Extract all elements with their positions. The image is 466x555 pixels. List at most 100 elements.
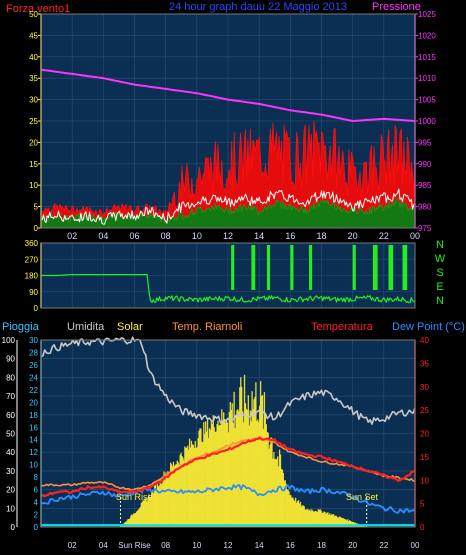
- legend-dewpoint: Dew Point (°C): [392, 321, 465, 333]
- wind-pressure-axes: 0510152025303540455097598098599099510001…: [29, 10, 436, 241]
- rain-tick-label: 90: [6, 355, 15, 364]
- time-tick-label: 14: [255, 541, 264, 550]
- right-tick-label: 1005: [418, 96, 436, 105]
- rain-tick-label: 50: [6, 430, 15, 439]
- humidity-tick-label: 22: [29, 386, 38, 395]
- humidity-tick-label: 20: [29, 398, 38, 407]
- direction-tick-label: 270: [25, 255, 39, 264]
- wind-direction-frame: [40, 242, 416, 309]
- humidity-tick-label: 12: [29, 448, 38, 457]
- humidity-tick-label: 14: [29, 436, 38, 445]
- left-tick-label: 10: [29, 181, 38, 190]
- time-tick-label: 22: [379, 541, 388, 550]
- time-tick-label: 18: [317, 541, 326, 550]
- direction-spike: [251, 245, 256, 290]
- time-tick-label: 00: [410, 231, 420, 241]
- time-tick-label: 00: [411, 541, 420, 550]
- direction-letter: S: [436, 267, 443, 279]
- time-tick-label: 22: [379, 231, 389, 241]
- direction-letter: W: [435, 253, 446, 265]
- right-tick-label: 1000: [418, 117, 436, 126]
- direction-tick-label: 90: [29, 288, 38, 297]
- legend-rain: Pioggia: [2, 321, 40, 333]
- time-tick-label: 08: [161, 541, 170, 550]
- humidity-series: [40, 336, 416, 426]
- direction-spike: [352, 245, 356, 290]
- pressure-series: [40, 68, 416, 122]
- rain-tick-label: 30: [6, 467, 15, 476]
- graph-title: 24 hour graph dauu 22 Maggio 2013: [169, 1, 347, 13]
- right-tick-label: 1025: [418, 10, 436, 19]
- humidity-tick-label: 8: [34, 473, 39, 482]
- direction-tick-label: 180: [25, 272, 39, 281]
- left-tick-label: 40: [29, 53, 38, 62]
- time-tick-label: 04: [99, 541, 108, 550]
- rain-tick-label: 70: [6, 392, 15, 401]
- direction-letter: E: [436, 281, 443, 293]
- right-tick-label: 975: [418, 224, 432, 233]
- temp-tick-label: 30: [420, 383, 429, 392]
- right-tick-label: 980: [418, 203, 432, 212]
- humidity-tick-label: 10: [29, 461, 38, 470]
- time-tick-label: 18: [316, 231, 326, 241]
- time-tick-label: 10: [192, 231, 202, 241]
- left-tick-label: 0: [34, 224, 39, 233]
- time-tick-label: 16: [285, 231, 295, 241]
- wind-direction-series: [41, 245, 416, 304]
- legend-temp-riarnoli: Temp. Riarnoli: [172, 321, 242, 333]
- right-tick-label: 1015: [418, 53, 436, 62]
- rain-tick-label: 80: [6, 373, 15, 382]
- wind-pressure-frame: [40, 13, 416, 229]
- rain-tick-label: 100: [2, 336, 16, 345]
- temp-tick-label: 25: [420, 406, 429, 415]
- humidity-tick-label: 24: [29, 373, 38, 382]
- sun-set-label: Sun Set: [346, 492, 379, 502]
- humidity-tick-label: 30: [29, 336, 38, 345]
- direction-spike: [266, 245, 271, 290]
- direction-series: [41, 274, 416, 304]
- humidity-tick-label: 28: [29, 348, 38, 357]
- wind-mean-series: [40, 188, 416, 225]
- humidity-tick-label: 26: [29, 361, 38, 370]
- time-tick-label: 10: [192, 541, 201, 550]
- time-tick-label: 20: [348, 231, 358, 241]
- left-tick-label: 45: [29, 31, 38, 40]
- legend-temperature: Temperatura: [311, 321, 374, 333]
- time-tick-label: 12: [223, 231, 233, 241]
- wind-base-series: [40, 198, 416, 228]
- time-tick-label: 16: [286, 541, 295, 550]
- direction-spike: [372, 245, 378, 290]
- humidity-tick-label: 0: [34, 523, 39, 532]
- wind-pressure-series: [40, 68, 416, 228]
- rain-tick-label: 60: [6, 411, 15, 420]
- temp-tick-label: 5: [420, 500, 425, 509]
- rain-tick-label: 0: [11, 523, 16, 532]
- right-tick-label: 985: [418, 181, 432, 190]
- wind-label: Forza vento1: [6, 3, 70, 15]
- direction-tick-label: 0: [34, 304, 39, 313]
- rain-tick-label: 10: [6, 504, 15, 513]
- time-tick-label: 14: [254, 231, 264, 241]
- left-tick-label: 30: [29, 96, 38, 105]
- left-tick-label: 25: [29, 117, 38, 126]
- direction-spike: [290, 245, 294, 290]
- left-tick-label: 35: [29, 74, 38, 83]
- time-tick-label: 06: [129, 231, 139, 241]
- direction-spike: [402, 245, 408, 290]
- pressure-label: Pressione: [372, 1, 421, 13]
- humidity-tick-label: 4: [34, 498, 39, 507]
- rain-tick-label: 20: [6, 486, 15, 495]
- direction-spike: [388, 245, 394, 290]
- time-tick-label: 02: [67, 231, 77, 241]
- right-tick-label: 995: [418, 138, 432, 147]
- right-tick-label: 1020: [418, 31, 436, 40]
- left-tick-label: 20: [29, 138, 38, 147]
- direction-letter: N: [436, 239, 444, 251]
- time-tick-label: Sun Rise: [118, 541, 151, 550]
- temp-tick-label: 10: [420, 476, 429, 485]
- dewpoint-series: [40, 484, 416, 514]
- time-tick-label: 20: [348, 541, 357, 550]
- legend-humidity: Umidita: [67, 321, 105, 333]
- direction-spike: [309, 245, 313, 290]
